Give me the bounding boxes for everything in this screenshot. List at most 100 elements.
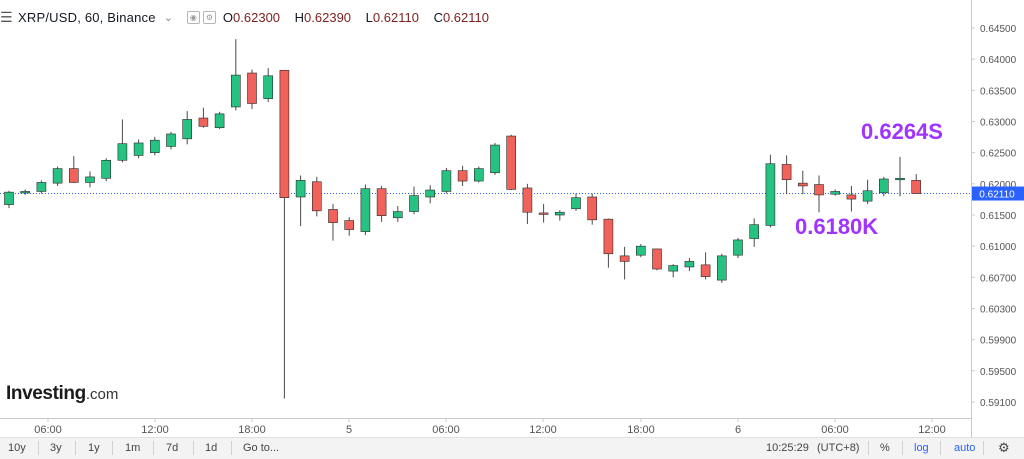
y-tick-label: 0.63500	[980, 86, 1017, 97]
bottom-toolbar: 10y 3y 1y 1m 7d 1d Go to... 10:25:29 (UT…	[0, 437, 1024, 459]
clock-time: 10:25:29	[766, 442, 809, 454]
candle-down	[652, 248, 662, 270]
range-1d-button[interactable]: 1d	[205, 442, 218, 454]
divider	[983, 441, 984, 455]
y-tick-label: 0.59100	[980, 398, 1017, 409]
support-annotation: 0.6180K	[795, 214, 878, 239]
divider	[38, 441, 39, 455]
x-tick-label: 06:00	[821, 424, 849, 436]
range-1m-button[interactable]: 1m	[125, 442, 141, 454]
candle-up	[231, 74, 241, 108]
x-tick-label: 06:00	[432, 424, 460, 436]
close-label: C	[433, 9, 443, 25]
candle-up	[862, 190, 873, 202]
candle-down	[603, 218, 614, 255]
log-toggle[interactable]: log	[914, 442, 929, 454]
candle-up	[473, 168, 484, 182]
candle-up	[295, 180, 306, 198]
auto-toggle[interactable]: auto	[954, 442, 976, 454]
x-tick-label: 6	[735, 424, 741, 436]
divider	[193, 441, 194, 455]
candle-up	[716, 255, 727, 281]
candle-down	[311, 181, 322, 212]
divider	[231, 441, 232, 455]
candle-down	[911, 180, 922, 194]
open-value: 0.62300	[233, 9, 281, 25]
range-10y-button[interactable]: 10y	[8, 442, 26, 454]
candle-down	[457, 170, 468, 182]
candle-down	[619, 255, 630, 262]
y-tick-label: 0.60700	[980, 273, 1017, 284]
divider	[75, 441, 76, 455]
percent-toggle[interactable]: %	[880, 442, 890, 454]
candle-up	[4, 191, 14, 205]
range-1y-button[interactable]: 1y	[88, 442, 100, 454]
chevron-down-icon[interactable]: ⌄	[163, 11, 173, 24]
settings-icon[interactable]: ⚙	[202, 10, 216, 24]
candle-up	[409, 195, 419, 212]
candle-up	[878, 178, 889, 194]
y-tick-label: 0.62000	[980, 180, 1017, 191]
candle-down	[506, 135, 517, 190]
candle-down	[247, 72, 257, 104]
candle-up	[441, 170, 452, 192]
divider	[153, 441, 154, 455]
divider	[868, 441, 869, 455]
symbol-label[interactable]: XRP/USD, 60, Binance	[18, 9, 156, 25]
low-label: L	[365, 9, 373, 25]
y-tick-label: 0.59500	[980, 367, 1017, 378]
open-label: O	[222, 9, 234, 25]
candle-up	[668, 265, 679, 272]
y-tick-label: 0.64000	[980, 55, 1017, 66]
high-label: H	[294, 9, 305, 25]
candle-up	[895, 177, 905, 181]
candle-up	[571, 197, 581, 210]
candle-down	[279, 69, 290, 198]
price-chart[interactable]: 0.64500 0.64000 0.63500 0.63000 0.62500 0.620…	[0, 0, 1024, 437]
candle-up	[214, 113, 225, 129]
candle-up	[490, 144, 500, 174]
candle-down	[814, 184, 824, 196]
y-tick-label: 0.64500	[980, 24, 1017, 35]
candle-down	[781, 164, 792, 180]
timezone-label[interactable]: (UTC+8)	[817, 442, 860, 454]
logo-suffix: .com	[85, 386, 119, 403]
candle-up	[52, 168, 63, 184]
range-7d-button[interactable]: 7d	[166, 442, 179, 454]
chart-header: ☰ XRP/USD, 60, Binance ⌄ ◉ ⚙ O0.62300 H0…	[0, 7, 500, 27]
divider	[940, 441, 941, 455]
divider	[902, 441, 903, 455]
candle-up	[166, 133, 176, 147]
divider	[112, 441, 113, 455]
candle-down	[69, 168, 79, 183]
y-tick-label: 0.63000	[980, 118, 1017, 129]
x-tick-label: 12:00	[141, 424, 169, 436]
candle-down	[198, 117, 209, 127]
logo-text: Investing	[6, 383, 86, 404]
candle-down	[587, 196, 598, 221]
menu-icon[interactable]: ☰	[0, 8, 13, 25]
investing-logo: Investing.com	[6, 383, 118, 405]
candle-up	[20, 191, 31, 194]
candle-up	[150, 139, 160, 153]
eye-icon[interactable]: ◉	[186, 10, 200, 24]
y-tick-label: 0.60300	[980, 305, 1017, 316]
candle-down	[328, 209, 338, 223]
gear-icon[interactable]: ⚙	[998, 440, 1010, 455]
candle-up	[684, 261, 695, 268]
ohlc-values: O0.62300 H0.62390 L0.62110 C0.62110	[223, 10, 500, 25]
candle-up	[392, 211, 403, 219]
goto-button[interactable]: Go to...	[243, 442, 280, 454]
candle-up	[749, 224, 760, 239]
high-value: 0.62390	[304, 9, 352, 25]
candle-down	[797, 182, 808, 187]
close-value: 0.62110	[442, 9, 489, 25]
candle-up	[830, 191, 841, 195]
candle-up	[263, 75, 274, 99]
candle-down	[700, 264, 711, 277]
range-3y-button[interactable]: 3y	[50, 442, 62, 454]
x-tick-label: 06:00	[34, 424, 62, 436]
candle-up	[117, 143, 128, 161]
y-tick-label: 0.62500	[980, 149, 1017, 160]
x-tick-label: 12:00	[918, 424, 946, 436]
